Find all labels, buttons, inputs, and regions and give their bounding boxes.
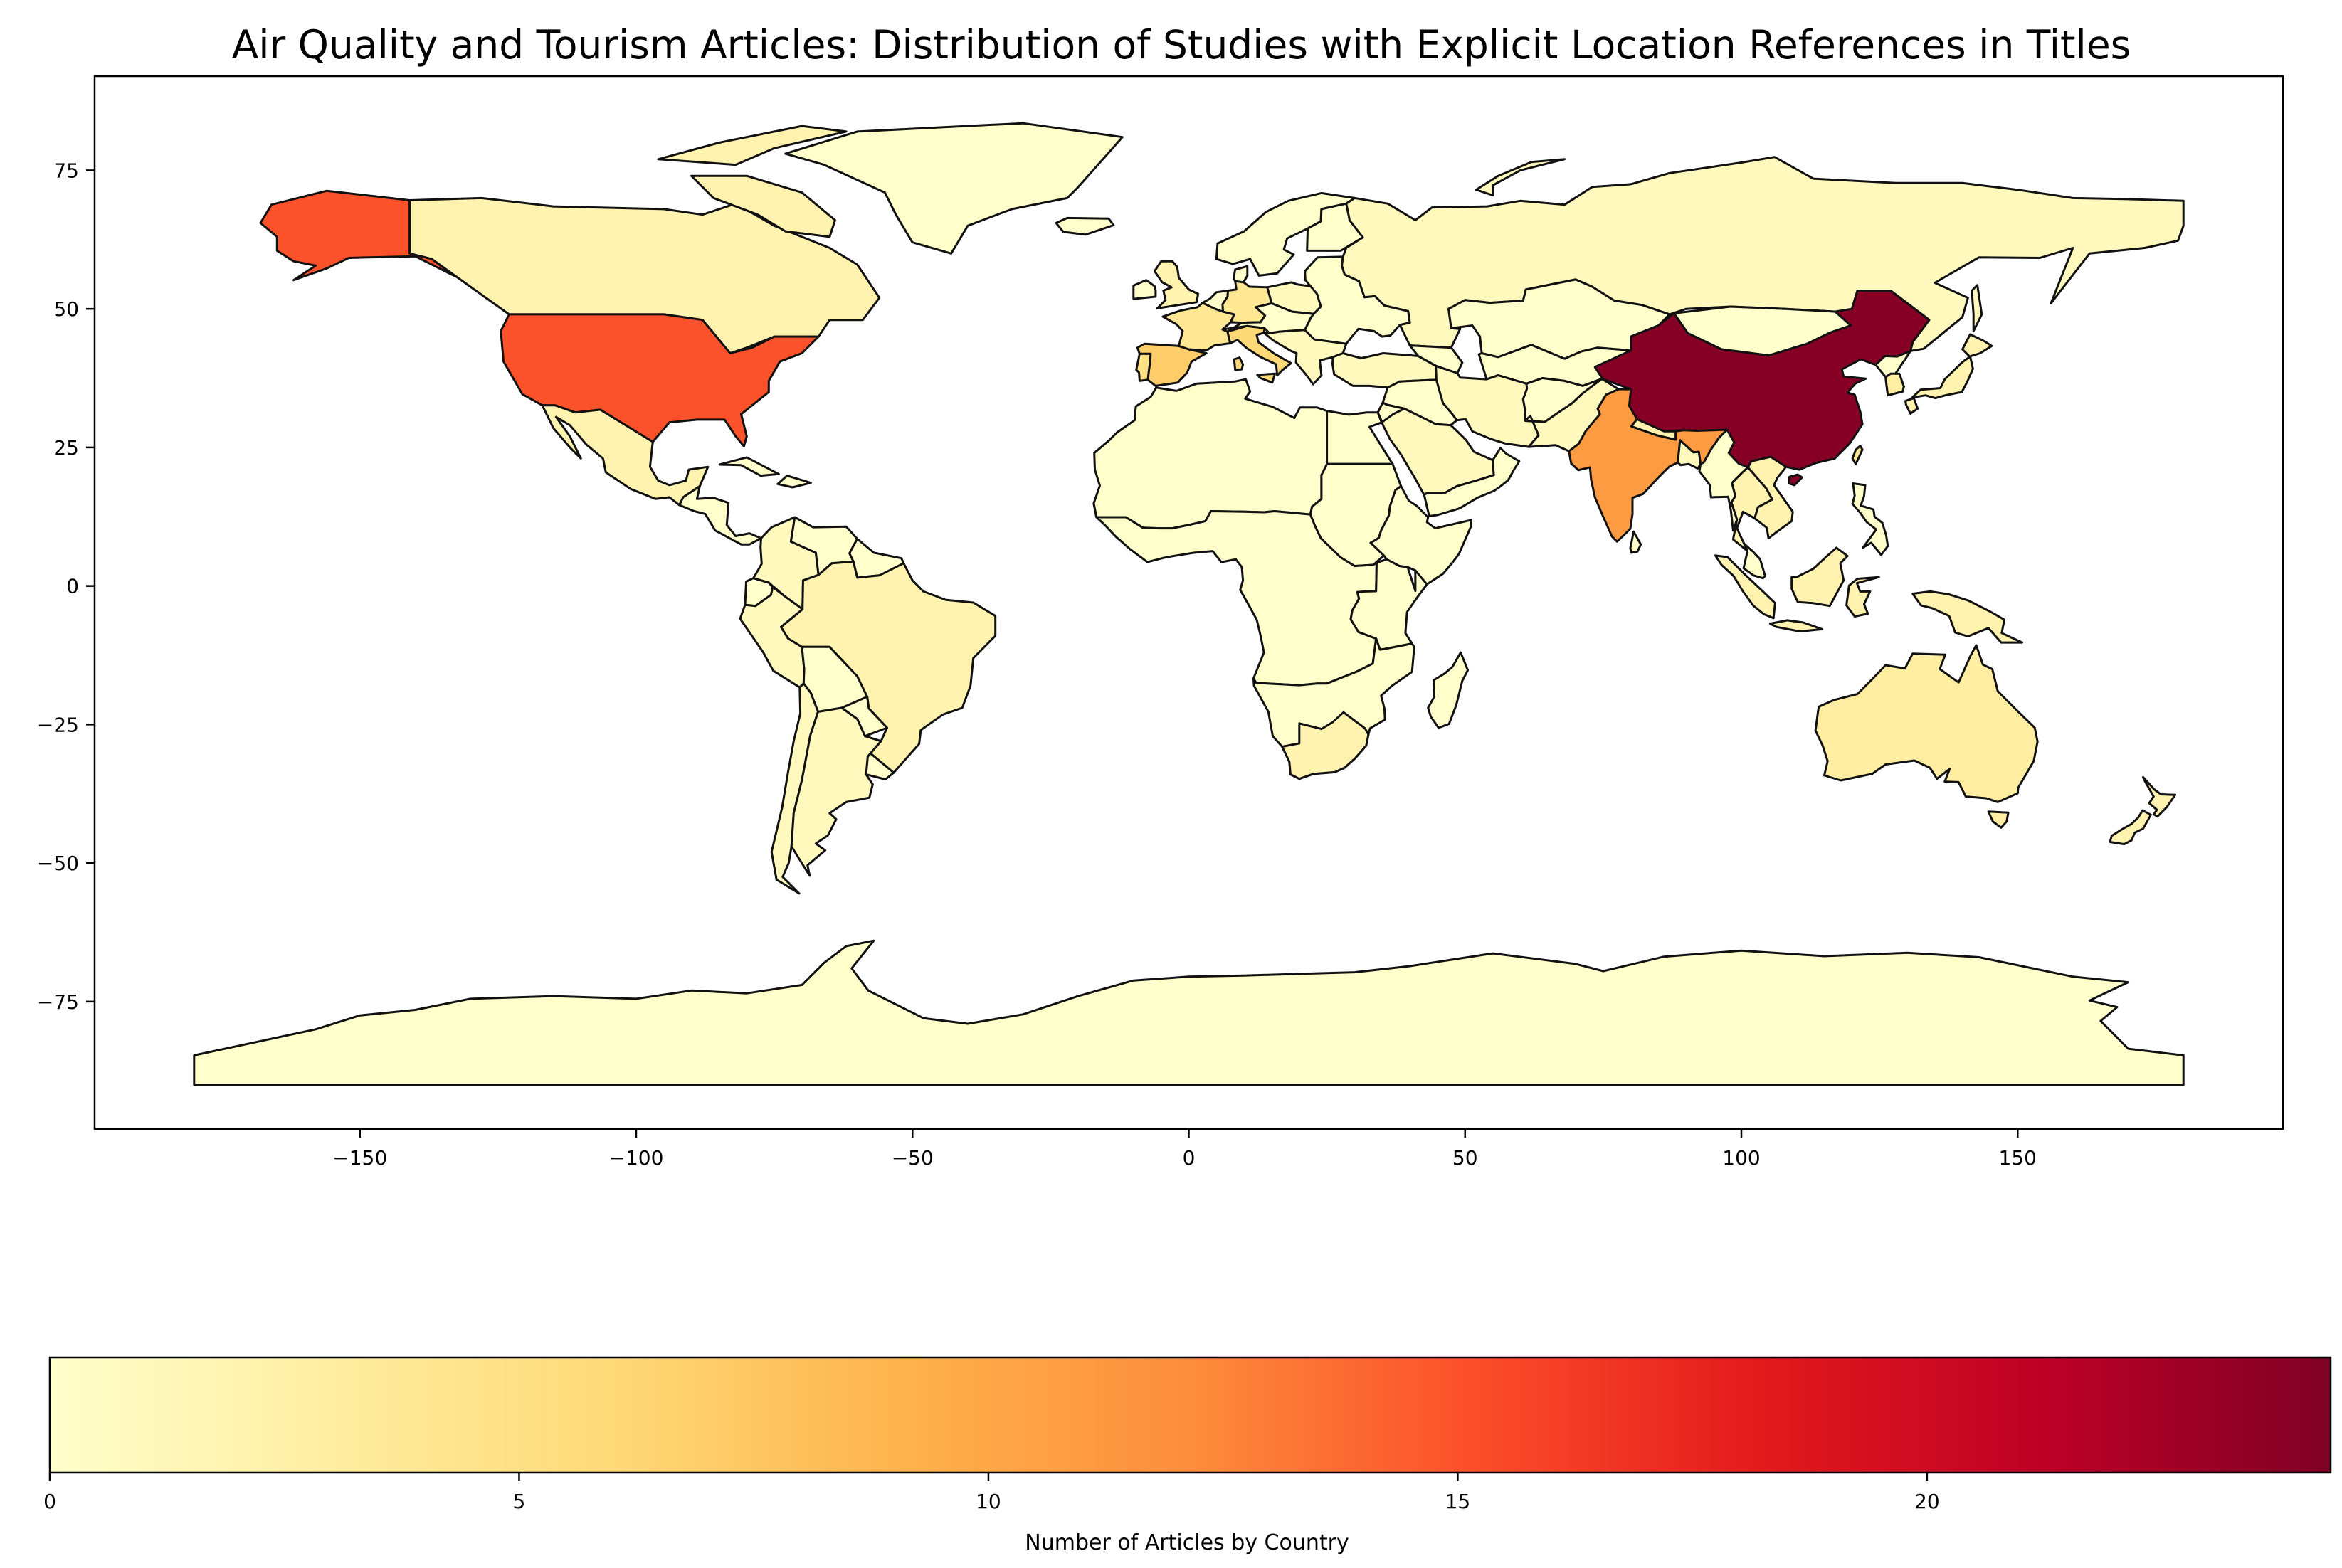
country-indochina bbox=[1746, 455, 1794, 540]
y-tick-label: −25 bbox=[37, 713, 79, 736]
country-nz-north bbox=[2142, 775, 2177, 818]
x-tick-label: 0 bbox=[1183, 1146, 1196, 1170]
country-sumatra bbox=[1714, 554, 1776, 620]
country-sicily bbox=[1256, 372, 1277, 384]
y-tick-label: 50 bbox=[53, 297, 79, 321]
x-tick-label: 100 bbox=[1722, 1146, 1760, 1170]
colorbar-tick-label: 15 bbox=[1445, 1490, 1471, 1513]
country-alaska bbox=[259, 189, 455, 282]
country-japan-hokkaido bbox=[1961, 333, 1993, 358]
country-nz-south bbox=[2109, 809, 2152, 846]
country-south-africa bbox=[1281, 711, 1370, 780]
country-united-kingdom bbox=[1153, 260, 1200, 309]
country-russia bbox=[1341, 156, 2185, 352]
colorbar-label: Number of Articles by Country bbox=[1025, 1530, 1349, 1555]
y-tick-label: 75 bbox=[53, 159, 79, 182]
country-iceland bbox=[1055, 216, 1115, 236]
country-ireland bbox=[1132, 279, 1157, 300]
country-philippines bbox=[1851, 482, 1889, 556]
country-sri-lanka bbox=[1629, 530, 1642, 554]
country-sardinia bbox=[1233, 356, 1245, 371]
y-tick-label: 25 bbox=[53, 436, 79, 460]
country-sakhalin bbox=[1971, 284, 1983, 332]
country-cuba bbox=[718, 456, 780, 477]
country-south-korea bbox=[1884, 372, 1905, 397]
country-hispaniola bbox=[776, 475, 812, 489]
country-north-africa bbox=[1092, 378, 1329, 530]
country-madagascar bbox=[1427, 651, 1470, 729]
x-tick-label: 50 bbox=[1452, 1146, 1478, 1170]
country-antarctica bbox=[193, 939, 2185, 1086]
colorbar-tick-label: 20 bbox=[1914, 1490, 1940, 1513]
country-argentina bbox=[790, 706, 882, 877]
country-east-africa bbox=[1349, 558, 1428, 651]
x-tick-label: 150 bbox=[1999, 1146, 2037, 1170]
country-taiwan bbox=[1851, 445, 1864, 465]
country-novaya-zemlya bbox=[1475, 158, 1566, 196]
colorbar-tick-label: 10 bbox=[976, 1490, 1001, 1513]
country-ellesmere bbox=[657, 125, 848, 166]
x-axis: −150 −100 −50 0 50 100 150 bbox=[332, 1129, 2037, 1170]
country-japan-kyushu bbox=[1904, 397, 1919, 415]
country-borneo bbox=[1790, 546, 1849, 608]
colorbar-ticks: 0 5 10 15 20 bbox=[43, 1473, 1940, 1513]
country-japan-honshu bbox=[1911, 355, 1974, 400]
chart-title: Air Quality and Tourism Articles: Distri… bbox=[232, 22, 2131, 68]
country-chile bbox=[770, 682, 819, 895]
country-bangladesh bbox=[1677, 439, 1702, 470]
y-tick-label: 0 bbox=[66, 575, 79, 598]
map-layer bbox=[193, 122, 2185, 1086]
country-new-guinea bbox=[1911, 590, 2023, 644]
x-tick-label: −50 bbox=[892, 1146, 934, 1170]
y-tick-label: −75 bbox=[37, 990, 79, 1014]
country-nepal bbox=[1630, 418, 1677, 441]
colorbar-tick-label: 5 bbox=[513, 1490, 526, 1513]
colorbar bbox=[48, 1356, 2332, 1474]
x-tick-label: −150 bbox=[332, 1146, 387, 1170]
country-malay-peninsula bbox=[1742, 542, 1766, 580]
colorbar-tick-label: 0 bbox=[43, 1490, 56, 1513]
country-yemen-oman bbox=[1423, 447, 1521, 517]
y-axis: 75 50 25 0 −25 −50 −75 bbox=[37, 159, 95, 1014]
country-sulawesi bbox=[1845, 576, 1880, 618]
country-tasmania bbox=[1987, 810, 2010, 829]
y-tick-label: −50 bbox=[37, 852, 79, 875]
country-baffin bbox=[690, 174, 836, 238]
country-central-america bbox=[678, 484, 762, 546]
country-italy bbox=[1226, 324, 1292, 377]
country-greenland bbox=[784, 122, 1124, 255]
country-canada bbox=[408, 196, 881, 354]
x-tick-label: −100 bbox=[609, 1146, 664, 1170]
country-denmark bbox=[1232, 265, 1249, 284]
country-hainan bbox=[1788, 473, 1803, 487]
country-java bbox=[1768, 619, 1823, 632]
country-balkans bbox=[1262, 329, 1348, 386]
country-peru bbox=[739, 586, 806, 689]
country-australia bbox=[1814, 644, 2039, 803]
